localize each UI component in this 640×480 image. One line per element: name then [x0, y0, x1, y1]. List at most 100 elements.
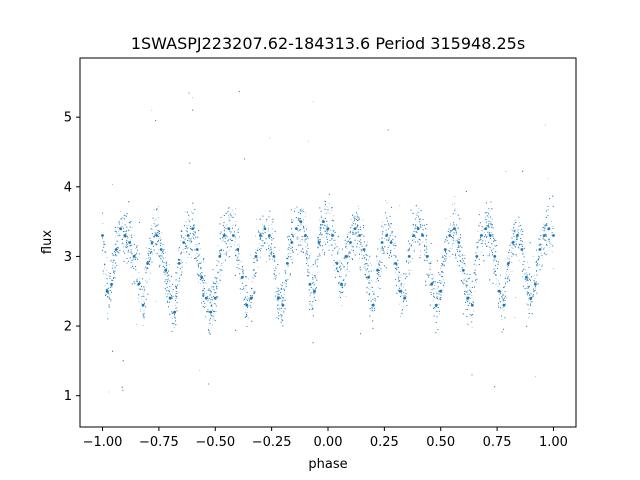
scatter-point [132, 264, 134, 266]
scatter-point [224, 253, 226, 255]
scatter-point [357, 205, 359, 207]
scatter-point [176, 297, 178, 299]
scatter-point [389, 245, 391, 247]
scatter-point [158, 224, 160, 225]
scatter-point [121, 222, 123, 224]
scatter-point [476, 257, 478, 259]
scatter-point [368, 280, 370, 282]
scatter-point [204, 291, 205, 293]
scatter-point [393, 248, 395, 250]
scatter-point [206, 292, 208, 294]
scatter-point [527, 277, 529, 279]
scatter-point [186, 225, 188, 226]
scatter-point [544, 124, 546, 126]
scatter-point [552, 267, 554, 269]
scatter-point [187, 224, 189, 226]
scatter-point [290, 259, 292, 260]
scatter-point [376, 279, 378, 281]
scatter-point [276, 287, 278, 289]
scatter-point [359, 257, 360, 259]
scatter-point [407, 259, 409, 261]
scatter-point [380, 247, 382, 249]
scatter-point [201, 261, 203, 263]
scatter-point [118, 222, 120, 223]
scatter-point [492, 261, 494, 263]
scatter-point [432, 300, 434, 302]
scatter-point [506, 297, 508, 299]
scatter-point [228, 215, 229, 217]
scatter-point [370, 279, 372, 281]
scatter-point [247, 317, 249, 319]
scatter-point [501, 291, 503, 293]
scatter-point [430, 261, 432, 263]
scatter-point [456, 241, 458, 242]
scatter-point [381, 271, 383, 273]
scatter-point [464, 255, 466, 257]
scatter-point [289, 250, 290, 252]
scatter-point [141, 299, 143, 301]
scatter-point [510, 242, 512, 244]
scatter-point [156, 230, 158, 232]
scatter-point [234, 214, 236, 215]
scatter-point [150, 272, 151, 274]
scatter-point [205, 306, 207, 307]
scatter-point [331, 239, 333, 241]
scatter-point [520, 231, 522, 233]
scatter-point [259, 256, 261, 258]
scatter-point [228, 216, 230, 218]
scatter-point [373, 269, 375, 271]
scatter-point [329, 213, 331, 215]
scatter-point [370, 310, 372, 312]
scatter-point [104, 285, 106, 287]
scatter-point [284, 271, 286, 273]
scatter-point [298, 217, 300, 219]
scatter-point [166, 270, 168, 272]
scatter-point [533, 274, 535, 276]
scatter-point [195, 253, 197, 255]
scatter-point [413, 248, 415, 250]
scatter-point [316, 261, 318, 263]
scatter-point [502, 303, 506, 307]
scatter-point [521, 251, 523, 253]
scatter-point [235, 238, 237, 240]
scatter-point [441, 281, 443, 283]
scatter-point [421, 234, 425, 237]
scatter-point [366, 241, 368, 243]
scatter-point [518, 259, 520, 261]
scatter-point [525, 276, 527, 278]
scatter-point [196, 257, 198, 259]
scatter-point [371, 286, 373, 288]
scatter-point [511, 247, 513, 249]
scatter-point [392, 235, 394, 237]
scatter-point [246, 304, 248, 306]
scatter-point [202, 285, 204, 287]
scatter-point [157, 249, 159, 251]
scatter-point [146, 282, 148, 284]
scatter-point [234, 221, 236, 223]
scatter-point [403, 296, 407, 300]
scatter-point [354, 215, 356, 217]
scatter-point [191, 211, 192, 213]
scatter-point [418, 244, 420, 246]
scatter-point [485, 216, 487, 218]
scatter-point [540, 238, 541, 240]
scatter-point [339, 277, 341, 279]
scatter-point [195, 243, 197, 245]
scatter-point [178, 249, 180, 251]
scatter-point [375, 255, 377, 256]
scatter-point [108, 306, 110, 308]
scatter-point [150, 225, 152, 227]
scatter-point [130, 239, 132, 241]
scatter-point [539, 264, 541, 266]
scatter-point [213, 318, 215, 320]
scatter-point [244, 285, 246, 287]
scatter-point [549, 247, 551, 249]
scatter-point [390, 233, 392, 235]
scatter-point [305, 241, 306, 243]
scatter-point [154, 232, 156, 234]
scatter-point [106, 290, 107, 292]
scatter-point [194, 225, 195, 227]
scatter-point [484, 218, 486, 220]
scatter-point [319, 219, 321, 221]
